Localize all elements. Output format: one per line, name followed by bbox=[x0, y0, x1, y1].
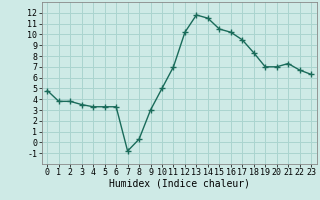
X-axis label: Humidex (Indice chaleur): Humidex (Indice chaleur) bbox=[109, 179, 250, 189]
